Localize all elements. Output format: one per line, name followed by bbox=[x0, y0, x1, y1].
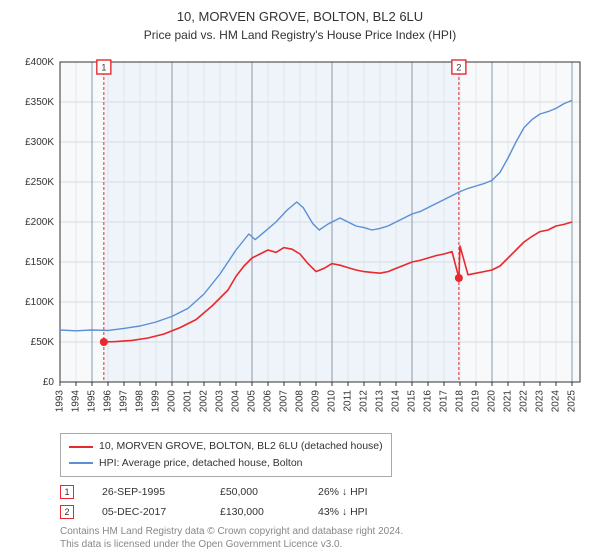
legend-label-hpi: HPI: Average price, detached house, Bolt… bbox=[99, 455, 303, 472]
svg-text:2019: 2019 bbox=[471, 390, 482, 413]
svg-text:2008: 2008 bbox=[295, 390, 306, 413]
svg-text:2014: 2014 bbox=[391, 390, 402, 413]
legend-label-price-paid: 10, MORVEN GROVE, BOLTON, BL2 6LU (detac… bbox=[99, 438, 383, 455]
svg-text:2006: 2006 bbox=[263, 390, 274, 413]
svg-text:1994: 1994 bbox=[71, 390, 82, 413]
svg-text:2011: 2011 bbox=[343, 390, 354, 412]
svg-text:1: 1 bbox=[101, 63, 106, 73]
sale-price: £130,000 bbox=[220, 506, 290, 518]
svg-text:£400K: £400K bbox=[25, 57, 54, 68]
svg-text:2022: 2022 bbox=[519, 390, 530, 413]
sale-marker-icon: 2 bbox=[60, 505, 74, 519]
chart-container: { "header": { "address": "10, MORVEN GRO… bbox=[0, 0, 600, 559]
svg-text:2005: 2005 bbox=[247, 390, 258, 413]
footnote-line: This data is licensed under the Open Gov… bbox=[60, 538, 590, 551]
svg-text:£50K: £50K bbox=[31, 337, 55, 348]
svg-text:2023: 2023 bbox=[535, 390, 546, 413]
footnote-line: Contains HM Land Registry data © Crown c… bbox=[60, 525, 590, 538]
svg-text:2017: 2017 bbox=[439, 390, 450, 413]
svg-text:2003: 2003 bbox=[215, 390, 226, 413]
svg-text:£0: £0 bbox=[43, 377, 55, 388]
legend-row-hpi: HPI: Average price, detached house, Bolt… bbox=[69, 455, 383, 472]
chart-svg: £0 £50K £100K £150K £200K £250K £300K £350K £400… bbox=[10, 52, 590, 422]
svg-text:2018: 2018 bbox=[455, 390, 466, 413]
svg-text:2007: 2007 bbox=[279, 390, 290, 413]
sales-table: 1 26-SEP-1995 £50,000 26% ↓ HPI 2 05-DEC… bbox=[60, 485, 590, 519]
sale-date: 26-SEP-1995 bbox=[102, 486, 192, 498]
title-address: 10, MORVEN GROVE, BOLTON, BL2 6LU bbox=[10, 8, 590, 26]
sale-row: 2 05-DEC-2017 £130,000 43% ↓ HPI bbox=[60, 505, 590, 519]
svg-text:2: 2 bbox=[456, 63, 461, 73]
svg-text:2000: 2000 bbox=[167, 390, 178, 413]
svg-text:2024: 2024 bbox=[551, 390, 562, 413]
svg-text:1995: 1995 bbox=[87, 390, 98, 413]
legend-row-price-paid: 10, MORVEN GROVE, BOLTON, BL2 6LU (detac… bbox=[69, 438, 383, 455]
svg-text:£350K: £350K bbox=[25, 97, 54, 108]
legend-swatch-price-paid bbox=[69, 446, 93, 448]
svg-text:2025: 2025 bbox=[567, 390, 578, 413]
sale-row: 1 26-SEP-1995 £50,000 26% ↓ HPI bbox=[60, 485, 590, 499]
sale-vs-hpi: 26% ↓ HPI bbox=[318, 486, 368, 498]
sale-date: 05-DEC-2017 bbox=[102, 506, 192, 518]
chart: £0 £50K £100K £150K £200K £250K £300K £350K £400… bbox=[10, 52, 590, 427]
svg-text:2002: 2002 bbox=[199, 390, 210, 413]
svg-text:2001: 2001 bbox=[183, 390, 194, 413]
svg-text:1998: 1998 bbox=[135, 390, 146, 413]
svg-text:2016: 2016 bbox=[423, 390, 434, 413]
svg-text:£250K: £250K bbox=[25, 177, 54, 188]
svg-text:2004: 2004 bbox=[231, 390, 242, 413]
svg-text:£200K: £200K bbox=[25, 217, 54, 228]
svg-text:£150K: £150K bbox=[25, 257, 54, 268]
svg-text:£300K: £300K bbox=[25, 137, 54, 148]
svg-text:1993: 1993 bbox=[55, 390, 66, 413]
svg-text:2010: 2010 bbox=[327, 390, 338, 413]
sale-price: £50,000 bbox=[220, 486, 290, 498]
sale-marker-icon: 1 bbox=[60, 485, 74, 499]
svg-text:2012: 2012 bbox=[359, 390, 370, 413]
subtitle: Price paid vs. HM Land Registry's House … bbox=[10, 28, 590, 42]
svg-text:1996: 1996 bbox=[103, 390, 114, 413]
svg-text:2015: 2015 bbox=[407, 390, 418, 413]
legend: 10, MORVEN GROVE, BOLTON, BL2 6LU (detac… bbox=[60, 433, 392, 477]
svg-text:2013: 2013 bbox=[375, 390, 386, 413]
sale-vs-hpi: 43% ↓ HPI bbox=[318, 506, 368, 518]
footnote: Contains HM Land Registry data © Crown c… bbox=[60, 525, 590, 551]
svg-text:2021: 2021 bbox=[503, 390, 514, 413]
svg-text:2020: 2020 bbox=[487, 390, 498, 413]
legend-swatch-hpi bbox=[69, 462, 93, 464]
svg-text:1997: 1997 bbox=[119, 390, 130, 413]
svg-text:2009: 2009 bbox=[311, 390, 322, 413]
svg-text:£100K: £100K bbox=[25, 297, 54, 308]
svg-text:1999: 1999 bbox=[151, 390, 162, 413]
